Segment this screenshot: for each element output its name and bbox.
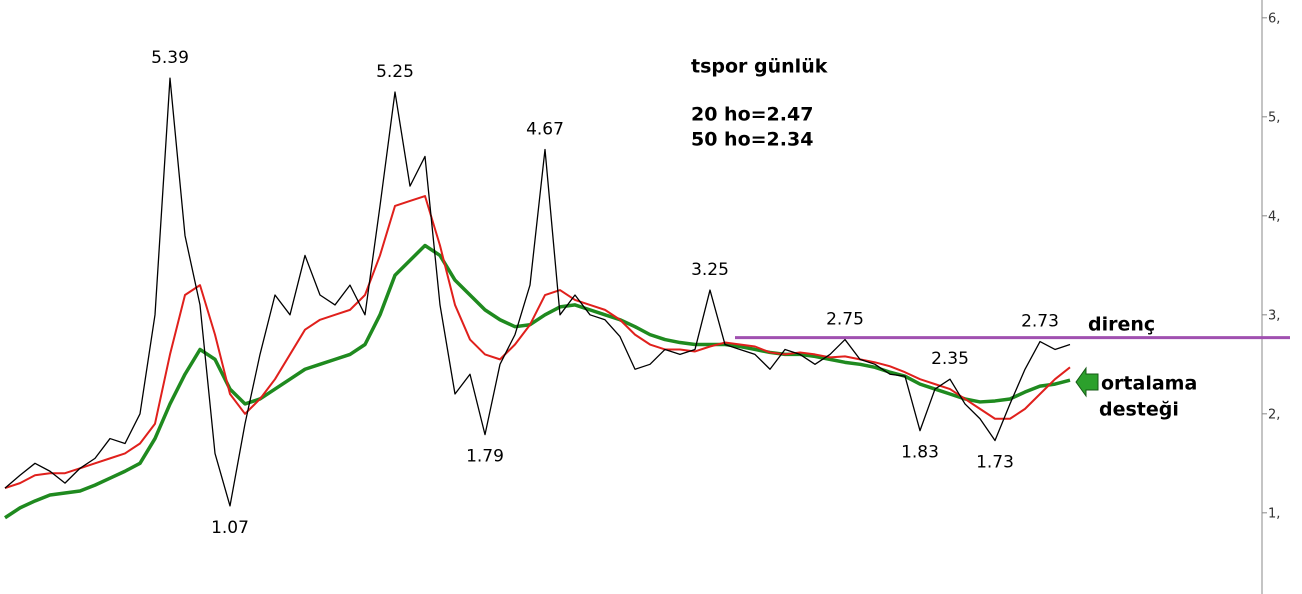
annotation: 4.67	[526, 119, 564, 139]
annotation: 5.25	[376, 62, 414, 82]
annotation: 1.07	[211, 518, 249, 538]
y-tick-label: 5,	[1268, 110, 1280, 125]
series-line	[4, 77, 1071, 507]
y-tick-label: 3,	[1268, 308, 1280, 323]
annotation: 5.39	[151, 48, 189, 68]
note-ma50: 50 ho=2.34	[691, 129, 813, 151]
y-tick-label: 6,	[1268, 11, 1280, 26]
note-title: tspor günlük	[691, 56, 828, 78]
note-ma20: 20 ho=2.47	[691, 104, 813, 126]
y-tick-label: 1,	[1268, 506, 1280, 521]
annotation: 2.73	[1021, 312, 1059, 332]
annotation: 1.83	[901, 443, 939, 463]
annotation: 3.25	[691, 260, 729, 280]
annotation: 1.79	[466, 447, 504, 467]
annotation: 2.75	[826, 310, 864, 330]
annotation: 1.73	[976, 453, 1014, 473]
support-label: desteği	[1099, 399, 1179, 421]
support-label: ortalama	[1101, 373, 1197, 395]
y-tick-label: 4,	[1268, 209, 1280, 224]
series-line	[4, 243, 1071, 520]
series-line	[4, 195, 1071, 490]
support-arrow	[1075, 366, 1099, 398]
resistance-label: direnç	[1088, 314, 1155, 336]
y-tick-label: 2,	[1268, 407, 1280, 422]
annotation: 2.35	[931, 349, 969, 369]
